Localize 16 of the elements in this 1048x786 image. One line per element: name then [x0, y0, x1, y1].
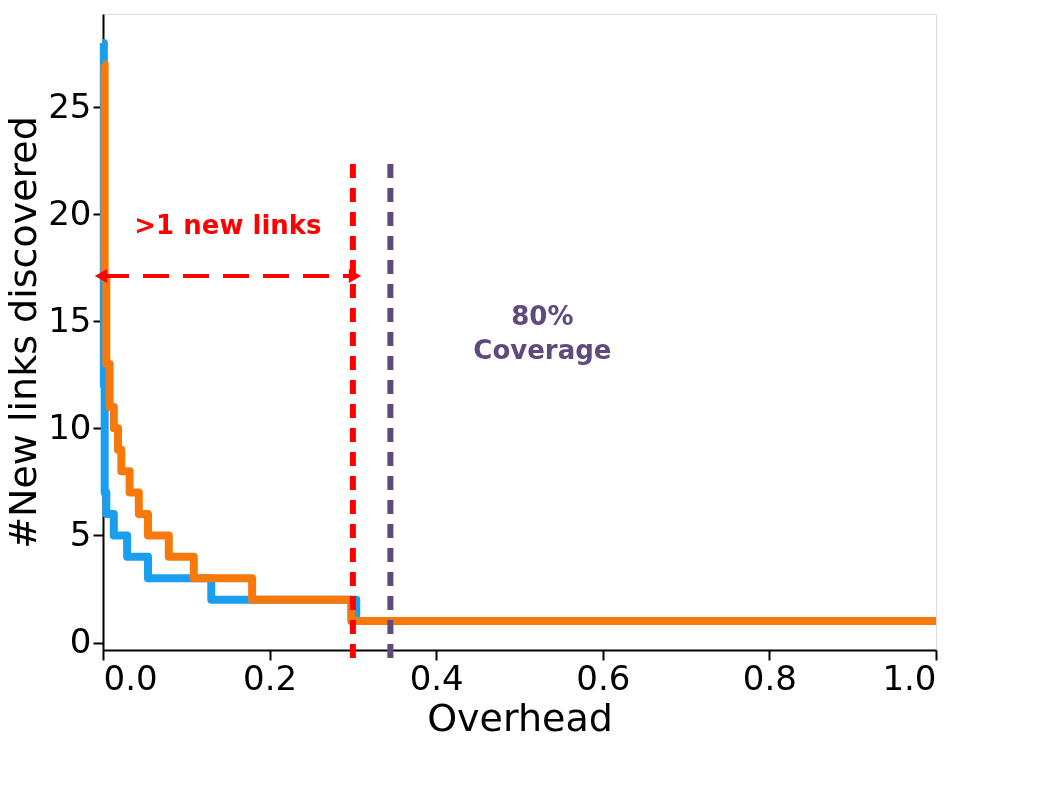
x-tick-label: 0.4: [409, 657, 464, 698]
y-tick-label: 10: [48, 406, 92, 447]
x-tick-label: 0.2: [243, 657, 298, 698]
y-axis-title: #New links discovered: [1, 116, 46, 549]
y-tick-label: 5: [69, 513, 92, 554]
y-tick-label: 25: [48, 85, 92, 126]
annotation: 80% Coverage: [473, 301, 612, 365]
x-tick-label: 0.0: [103, 657, 158, 698]
x-tick-label: 0.6: [576, 657, 631, 698]
y-tick-label: 0: [69, 621, 92, 662]
x-tick-label: 0.8: [742, 657, 797, 698]
y-tick-label: 15: [48, 299, 92, 340]
annotation: >1 new links: [134, 210, 322, 240]
y-tick-label: 20: [48, 192, 92, 233]
x-axis-title: Overhead: [427, 695, 613, 740]
x-tick-label: 1.0: [882, 657, 937, 698]
